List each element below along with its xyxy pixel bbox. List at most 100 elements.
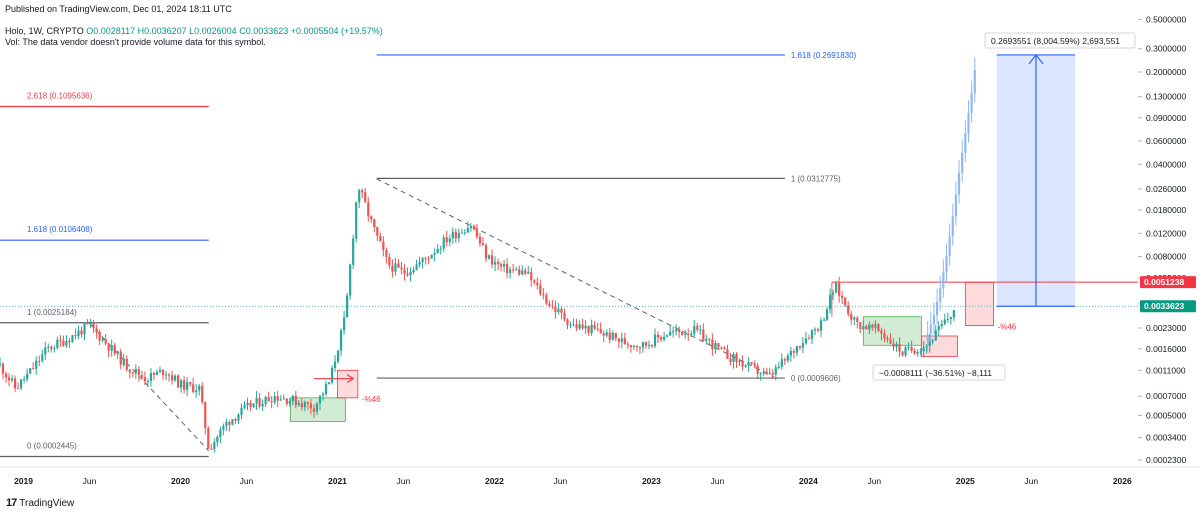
projection-candle: [970, 93, 973, 114]
arrow-head: [346, 374, 355, 384]
drawdown-label-bg: [872, 364, 1006, 381]
tv-logo-icon: 17: [6, 497, 17, 509]
published-line: Published on TradingView.com, Dec 01, 20…: [5, 4, 232, 14]
volume-note: Vol: The data vendor doesn't provide vol…: [5, 37, 266, 47]
candle-body: [499, 264, 503, 267]
candle-body: [282, 398, 285, 400]
candle-body: [738, 360, 741, 362]
candle-body: [804, 338, 808, 344]
time-axis: 2019 Jun 2020 Jun 2021 Jun 2022 Jun 2023 Jun 2024 J…: [0, 466, 1200, 486]
projection-candle: [926, 334, 929, 343]
candle-body: [68, 340, 71, 343]
x-tick-label: Jun: [1024, 476, 1038, 486]
breakout-label: -%46: [362, 395, 381, 404]
y-tick-label: 0.0260000: [1146, 184, 1186, 194]
candle-body: [602, 333, 605, 336]
candle-body: [370, 216, 373, 220]
candle-body: [723, 347, 726, 350]
candle-body: [931, 340, 934, 342]
fib-level-label: 0 (0.0002445): [27, 441, 77, 450]
candle-body: [89, 323, 92, 325]
candle-body: [207, 428, 210, 449]
candle-body: [71, 335, 74, 343]
ohlc-values: O0.0028117 H0.0036207 L0.0026004 C0.0033…: [86, 26, 383, 36]
candle-body: [946, 319, 949, 321]
candle-body: [635, 345, 639, 348]
fib-level-label: 2.618 (0.1095636): [27, 91, 93, 100]
candle-body: [0, 363, 2, 366]
candle-body: [844, 297, 847, 306]
candle-body: [315, 403, 319, 412]
candle-body: [327, 382, 331, 385]
fib-level-label: 1 (0.0312775): [791, 174, 841, 183]
candle-body: [379, 235, 382, 242]
fib-level-label: 1.618 (0.2691830): [791, 51, 857, 60]
candle-body: [349, 264, 352, 296]
candle-body: [608, 332, 611, 340]
candle-body: [388, 257, 391, 266]
candle-body: [403, 269, 406, 274]
candle-body: [352, 238, 355, 265]
candle-body: [355, 202, 358, 239]
x-tick-label: Jun: [397, 476, 411, 486]
candle-body: [690, 333, 693, 335]
candle-body: [599, 329, 602, 334]
candle-body: [137, 368, 140, 376]
candle-body: [336, 350, 340, 362]
candle-body: [164, 374, 168, 376]
x-tick-label: 2026: [1113, 476, 1132, 486]
symbol-name[interactable]: Holo, 1W, CRYPTO: [5, 26, 84, 36]
candle-body: [276, 396, 279, 401]
candle-body: [270, 401, 273, 403]
x-tick-label: Jun: [83, 476, 97, 486]
measure-arrow-head: [1028, 53, 1044, 65]
candle-body: [116, 351, 119, 354]
candle-body: [533, 280, 536, 283]
candle-body: [439, 248, 442, 250]
candle-body: [56, 339, 59, 349]
candle-body: [835, 282, 838, 293]
fib-level-label: 1.618 (0.0106408): [27, 225, 93, 234]
candle-body: [180, 380, 183, 388]
y-tick-label: 0.1300000: [1146, 92, 1186, 102]
candle-body: [95, 328, 98, 333]
candle-body: [928, 341, 931, 347]
candle-body: [267, 396, 270, 402]
candle-body: [587, 325, 590, 334]
candle-body: [1, 363, 5, 374]
candle-body: [397, 263, 400, 268]
candle-body: [210, 448, 213, 450]
candle-body: [186, 382, 189, 390]
x-tick-label: Jun: [554, 476, 568, 486]
candle-body: [300, 403, 303, 408]
x-tick-label: 2022: [485, 476, 504, 486]
candle-body: [883, 333, 886, 339]
candle-body: [551, 305, 554, 307]
candle-body: [255, 397, 258, 404]
candle-body: [512, 269, 515, 271]
candle-body: [705, 338, 708, 341]
candle-body: [669, 331, 672, 336]
candle-body: [943, 319, 946, 325]
y-tick-label: 0.0400000: [1146, 159, 1186, 169]
candle-body: [605, 332, 608, 336]
y-tick-label: 0.0023000: [1146, 323, 1186, 333]
candle-body: [201, 385, 204, 403]
candle-body: [421, 258, 424, 263]
candle-body: [436, 248, 439, 253]
candle-body: [333, 361, 337, 368]
candle-body: [17, 388, 20, 390]
candle-body: [810, 330, 814, 339]
candle-body: [140, 375, 143, 378]
trendline: [89, 322, 210, 452]
tradingview-logo[interactable]: 17 TradingView: [6, 497, 74, 509]
candle-body: [662, 336, 666, 340]
candle-body: [949, 317, 952, 320]
candle-body: [765, 371, 768, 373]
candle-body: [847, 305, 850, 315]
fib-level-label: 1 (0.0025184): [27, 308, 77, 317]
candle-body: [131, 372, 134, 374]
candle-body: [303, 401, 306, 408]
candle-body: [457, 233, 460, 239]
